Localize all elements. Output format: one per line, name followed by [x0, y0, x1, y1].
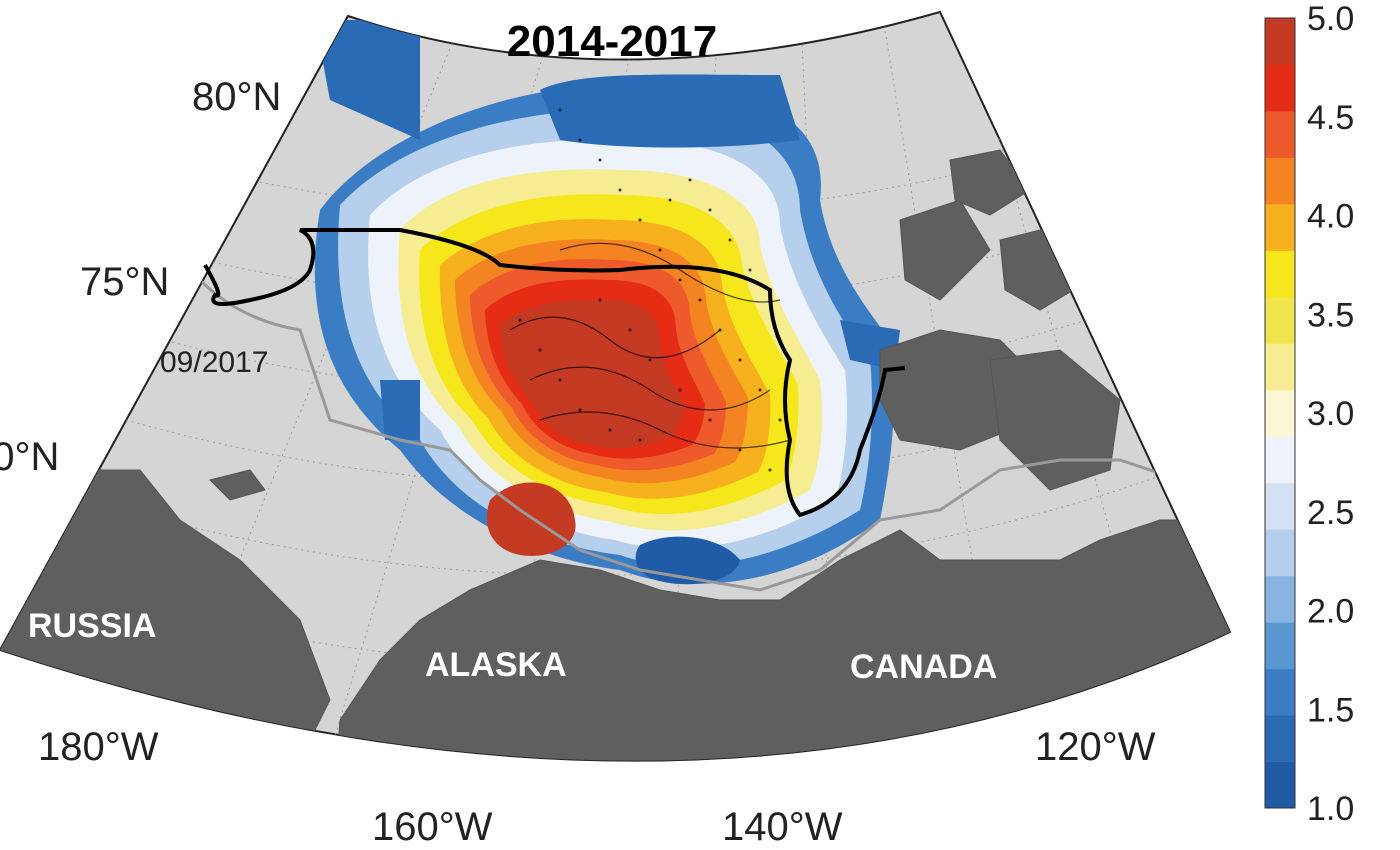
longitude-label-180w: 180°W: [38, 725, 159, 769]
colorbar-segment: [1265, 18, 1295, 65]
colorbar-segment: [1265, 482, 1295, 530]
map-title: 2014-2017: [507, 17, 717, 66]
colorbar-segment: [1265, 436, 1295, 484]
colorbar-tick-label: 2.0: [1307, 593, 1354, 631]
sample-tracks: [518, 108, 782, 472]
longitude-label-120w: 120°W: [1035, 725, 1156, 769]
colorbar-tick-label: 1.0: [1307, 790, 1354, 828]
colorbar-tick-label: 3.5: [1307, 296, 1354, 334]
colorbar-tick-label: 2.5: [1307, 494, 1354, 532]
latitude-label-70n: 70°N: [0, 435, 59, 479]
colorbar-segment: [1265, 343, 1295, 391]
region-label-canada: CANADA: [850, 648, 997, 686]
longitude-label-140w: 140°W: [722, 805, 843, 849]
colorbar: [1264, 17, 1296, 809]
colorbar-tick-label: 1.5: [1307, 691, 1354, 729]
colorbar-ticks: 5.0 4.5 4.0 3.5 3.0 2.5 2.0 1.5 1.0: [1307, 0, 1354, 828]
colorbar-segment: [1265, 110, 1295, 158]
colorbar-segment: [1265, 250, 1295, 298]
colorbar-segment: [1265, 157, 1295, 205]
colorbar-segment: [1265, 389, 1295, 437]
colorbar-tick-label: 5.0: [1307, 0, 1354, 38]
sample-track-lines: [509, 242, 791, 449]
colorbar-tick-label: 3.0: [1307, 395, 1354, 433]
region-label-russia: RUSSIA: [28, 607, 156, 645]
colorbar-segment: [1265, 622, 1295, 670]
colorbar-tick-label: 4.5: [1307, 99, 1354, 137]
region-label-alaska: ALASKA: [425, 646, 567, 684]
latitude-label-75n: 75°N: [80, 260, 169, 304]
contour-label: 09/2017: [160, 346, 268, 379]
colorbar-segment: [1265, 203, 1295, 251]
colorbar-segment: [1265, 575, 1295, 623]
latitude-label-80n: 80°N: [192, 75, 281, 119]
colorbar-segment: [1265, 64, 1295, 112]
longitude-label-160w: 160°W: [372, 805, 493, 849]
ice-field: [314, 20, 900, 585]
colorbar-segment: [1265, 715, 1295, 763]
colorbar-segment: [1265, 529, 1295, 577]
colorbar-segment: [1265, 296, 1295, 344]
colorbar-frame: [1264, 17, 1296, 809]
colorbar-segment: [1265, 761, 1295, 809]
contour-line-09-2017: [203, 227, 906, 518]
colorbar-tick-label: 4.0: [1307, 198, 1354, 236]
colorbar-segment: [1265, 668, 1295, 716]
